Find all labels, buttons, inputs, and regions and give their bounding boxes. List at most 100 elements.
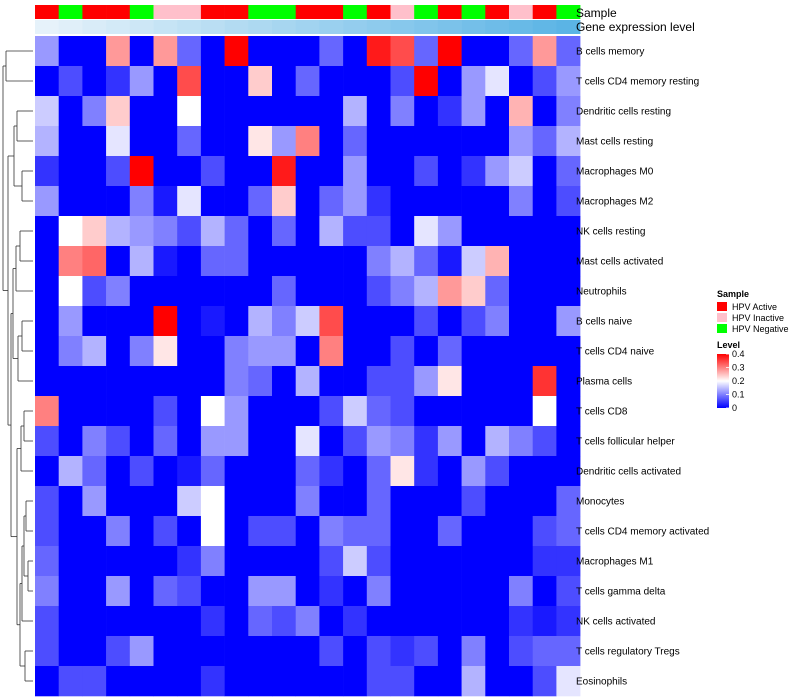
heatmap-cell [485,156,510,187]
gene-expression-track-label: Gene expression level [576,20,695,34]
heatmap-cell [35,576,59,607]
heatmap-cell [509,546,533,577]
heatmap-cell [366,546,391,577]
heatmap-cell [82,576,107,607]
heatmap-cell [437,666,462,697]
gene-expression-cell [319,20,344,34]
heatmap-cell [485,516,510,547]
heatmap-cell [485,216,510,247]
gene-expression-track [35,20,581,34]
heatmap-cell [414,36,439,67]
heatmap-cell [106,486,131,517]
heatmap-cell [343,96,368,127]
heatmap-cell [177,666,202,697]
heatmap-cell [35,306,59,337]
gene-expression-cell [390,20,415,34]
heatmap-cell [366,456,391,487]
heatmap-cell [414,516,439,547]
heatmap-cell [343,456,368,487]
heatmap-cell [129,276,154,307]
heatmap-cell [177,396,202,427]
row-dendrogram [2,50,33,682]
heatmap-cell [248,606,273,637]
heatmap-cell [366,96,391,127]
heatmap-cell [532,426,557,457]
sample-cell [485,5,510,19]
heatmap-cell [200,576,225,607]
heatmap-cell [177,456,202,487]
heatmap-cell [58,276,83,307]
heatmap-cell [390,246,415,277]
heatmap-cell [35,666,59,697]
heatmap-cell [153,636,178,667]
heatmap-cell [129,426,154,457]
heatmap-cell [414,96,439,127]
heatmap-cell [295,666,320,697]
heatmap-cell [177,306,202,337]
heatmap-cell [58,126,83,157]
heatmap-cell [485,456,510,487]
sample-annotation-track [35,5,581,19]
heatmap-cell [319,516,344,547]
heatmap-cell [248,216,273,247]
gene-expression-cell [58,20,83,34]
heatmap-cell [177,636,202,667]
heatmap-cell [461,36,486,67]
heatmap-cell [414,186,439,217]
heatmap-cell [319,126,344,157]
heatmap-cell [343,186,368,217]
heatmap-cell [509,156,533,187]
heatmap-cell [319,576,344,607]
heatmap-cell [366,36,391,67]
heatmap-cell [177,186,202,217]
sample-cell [461,5,486,19]
heatmap-cell [200,246,225,277]
sample-legend-label: HPV Active [732,302,777,312]
heatmap-cell [106,456,131,487]
heatmap-cell [129,246,154,277]
heatmap-cell [390,276,415,307]
heatmap-cell [532,276,557,307]
heatmap-cell [437,306,462,337]
heatmap-cell [248,186,273,217]
heatmap-cell [485,396,510,427]
row-label: Dendritic cells resting [576,107,671,118]
heatmap-cell [177,336,202,367]
row-label: NK cells resting [576,227,645,238]
heatmap-cell [509,666,533,697]
heatmap-cell [509,186,533,217]
heatmap-cell [106,186,131,217]
heatmap-cell [556,456,581,487]
heatmap-cell [343,426,368,457]
heatmap-cell [437,156,462,187]
heatmap-cell [200,636,225,667]
heatmap-cell [295,186,320,217]
sample-cell [366,5,391,19]
heatmap-cell [343,366,368,397]
heatmap-cell [153,456,178,487]
heatmap-cell [177,126,202,157]
heatmap-cell [35,456,59,487]
heatmap-cell [106,426,131,457]
heatmap-cell [414,576,439,607]
sample-legend-label: HPV Negative [732,324,789,334]
heatmap-cell [295,576,320,607]
heatmap-cell [295,606,320,637]
heatmap-cell [437,606,462,637]
heatmap-cell [82,486,107,517]
heatmap-cell [556,336,581,367]
heatmap-cell [58,216,83,247]
heatmap-cell [177,276,202,307]
heatmap-cell [390,36,415,67]
heatmap-cell [35,396,59,427]
row-label: Eosinophils [576,677,627,688]
heatmap-cell [437,366,462,397]
row-label: T cells CD8 [576,407,628,418]
heatmap-cell [414,336,439,367]
heatmap-cell [82,186,107,217]
heatmap-cell [200,216,225,247]
heatmap-cell [532,606,557,637]
heatmap-cell [532,216,557,247]
heatmap-cell [35,96,59,127]
heatmap-cell [106,606,131,637]
